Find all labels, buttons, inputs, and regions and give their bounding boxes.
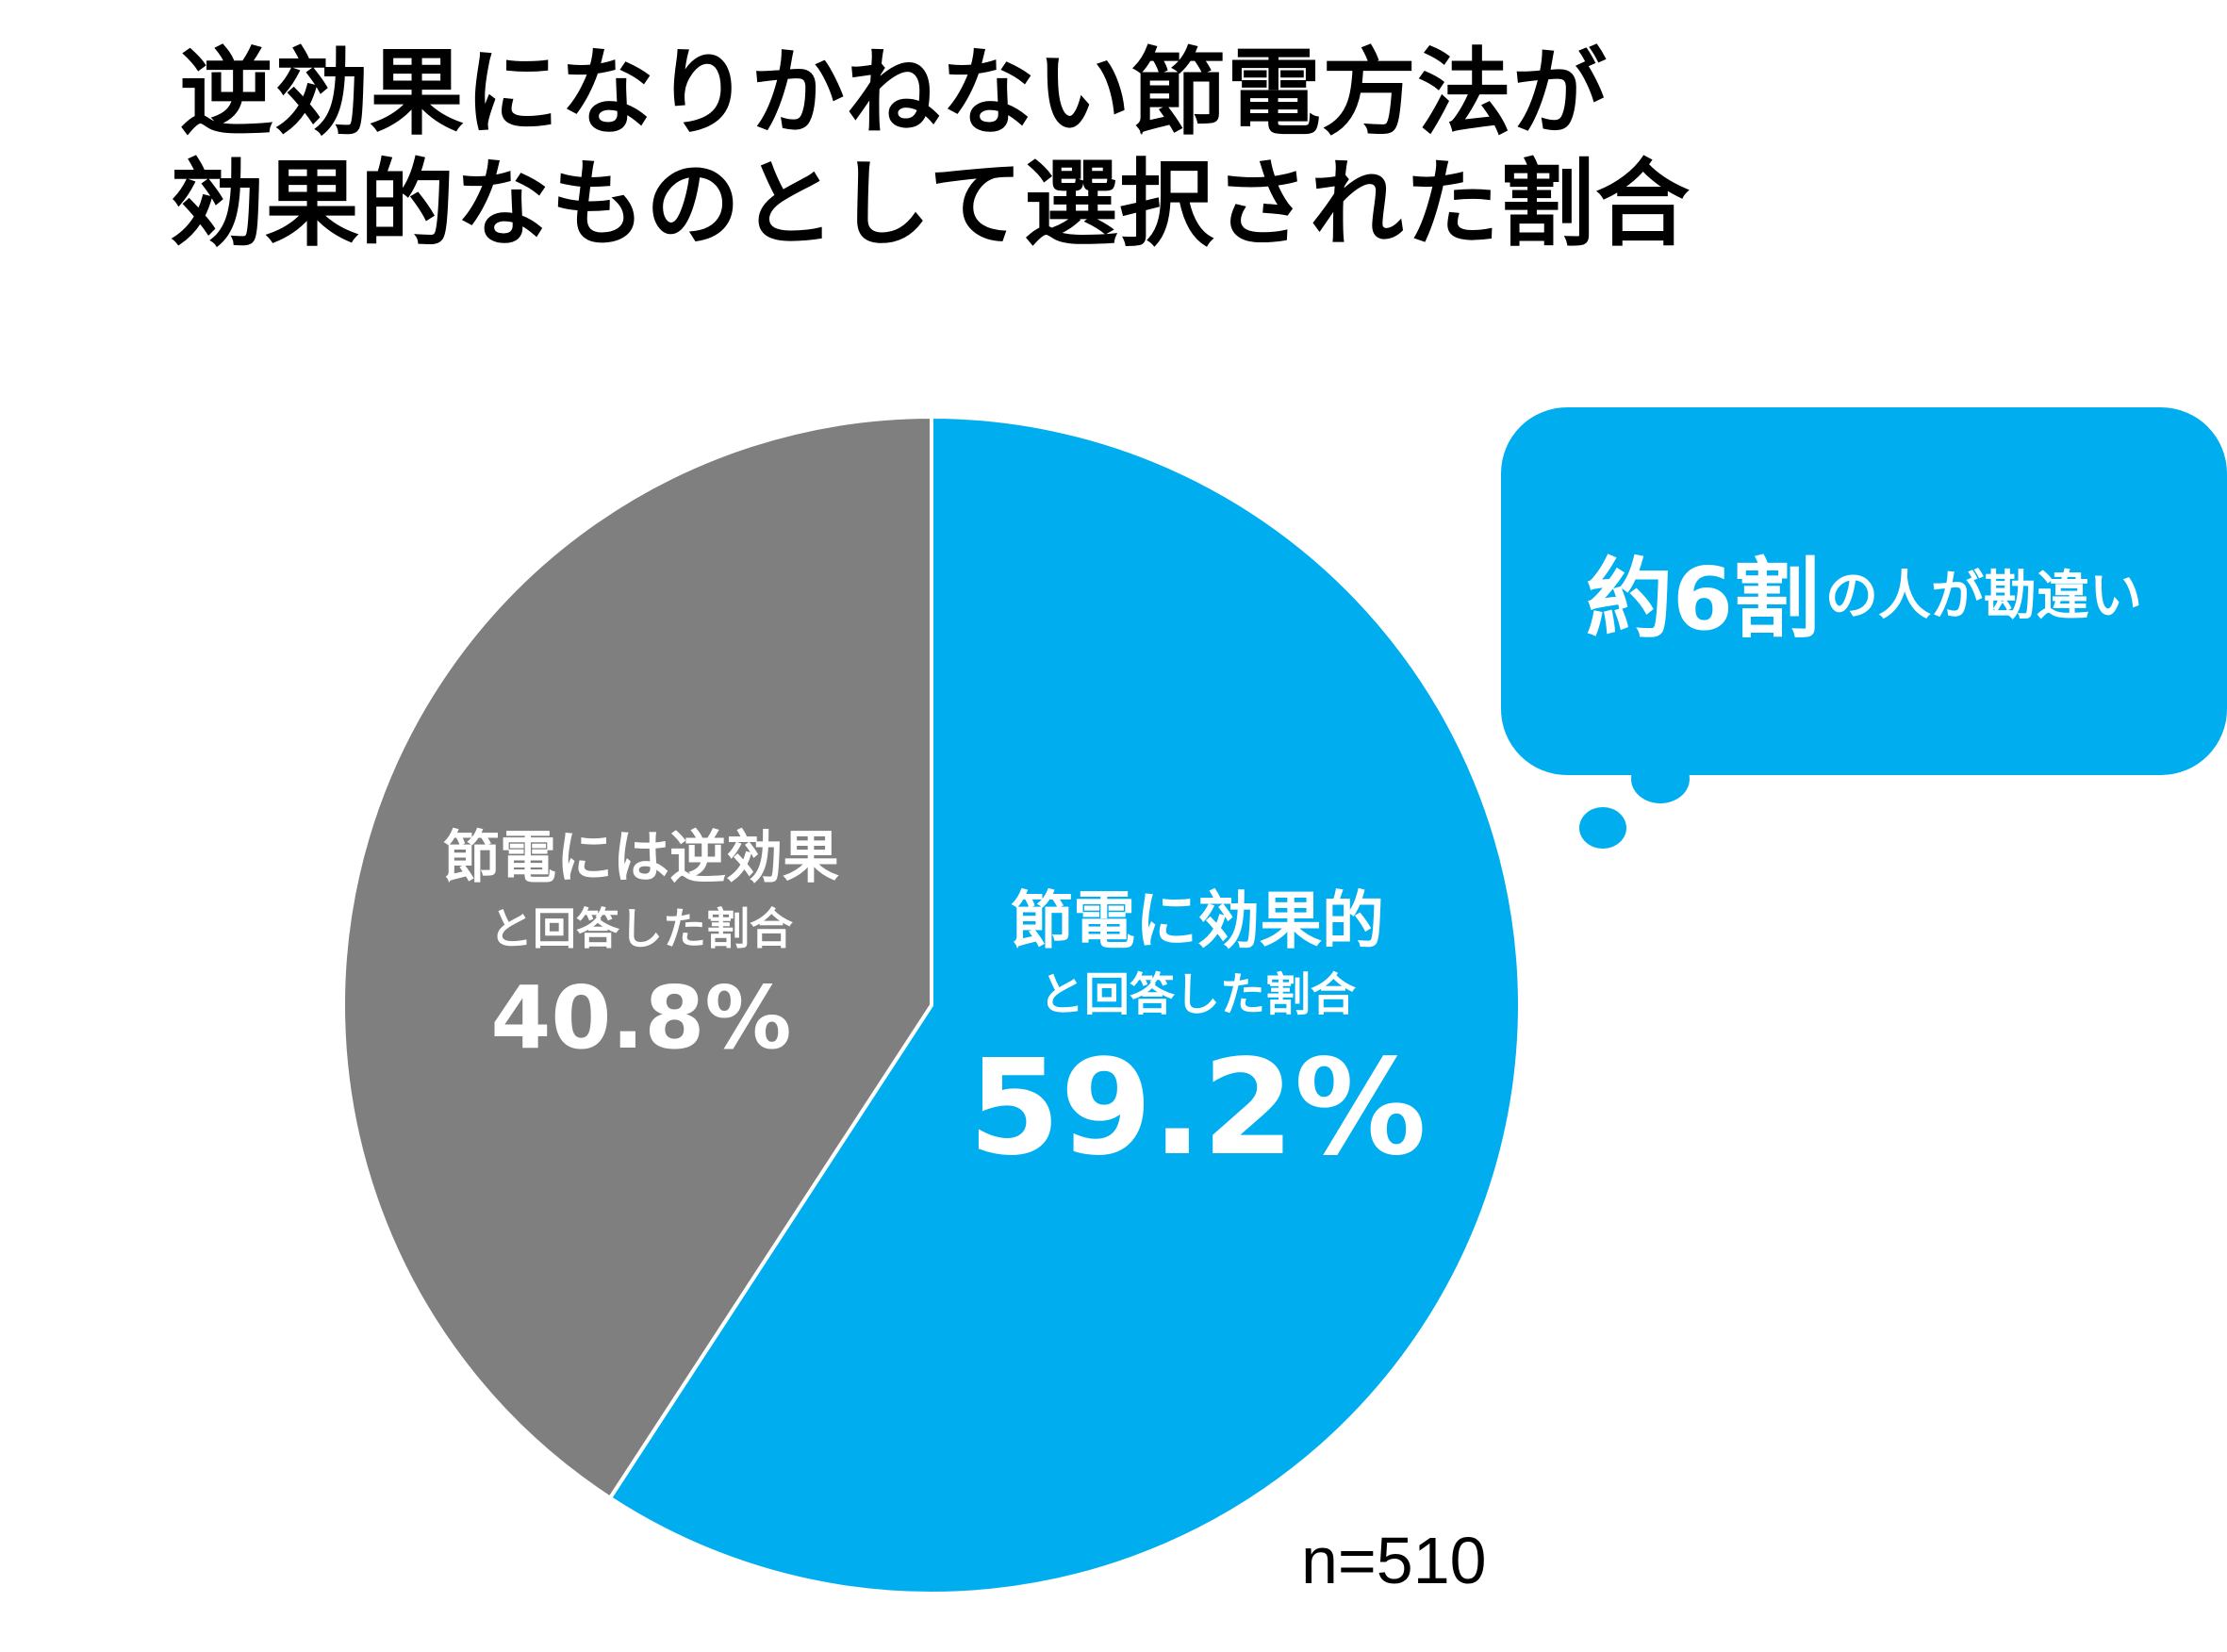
callout-tail-dot-small	[1579, 807, 1626, 849]
slice-value-effective: 59.2%	[968, 1032, 1427, 1185]
chart-title: 逆効果になりかねない節電方法が 効果的なものとして選択された割合	[170, 38, 1691, 260]
chart-title-line2: 効果的なものとして選択された割合	[170, 149, 1691, 259]
slice-label-counterproductive: 節電には逆効果 と回答した割合 40.8%	[443, 820, 839, 1075]
callout-bubble: 約6割 の人が勘違い	[1501, 407, 2227, 775]
sample-size-label: n=510	[1301, 1524, 1487, 1597]
pie-slice-effective	[608, 415, 1522, 1595]
slice-label-counterproductive-line1: 節電には逆効果	[443, 825, 839, 891]
slice-label-counterproductive-line2: と回答した割合	[489, 903, 793, 954]
slice-label-effective: 節電に効果的 と回答した割合 59.2%	[968, 882, 1427, 1189]
callout-tail-dot-large	[1631, 754, 1690, 803]
callout-rest-text: の人が勘違い	[1825, 565, 2142, 627]
pie-slice-counterproductive	[341, 415, 933, 1500]
callout-main-text: 約6割	[1585, 548, 1820, 650]
slice-label-effective-line1: 節電に効果的	[1010, 884, 1384, 957]
slice-value-counterproductive: 40.8%	[490, 967, 792, 1068]
slice-label-effective-line2: と回答した割合	[1038, 968, 1357, 1021]
chart-title-line1: 逆効果になりかねない節電方法が	[179, 38, 1608, 148]
